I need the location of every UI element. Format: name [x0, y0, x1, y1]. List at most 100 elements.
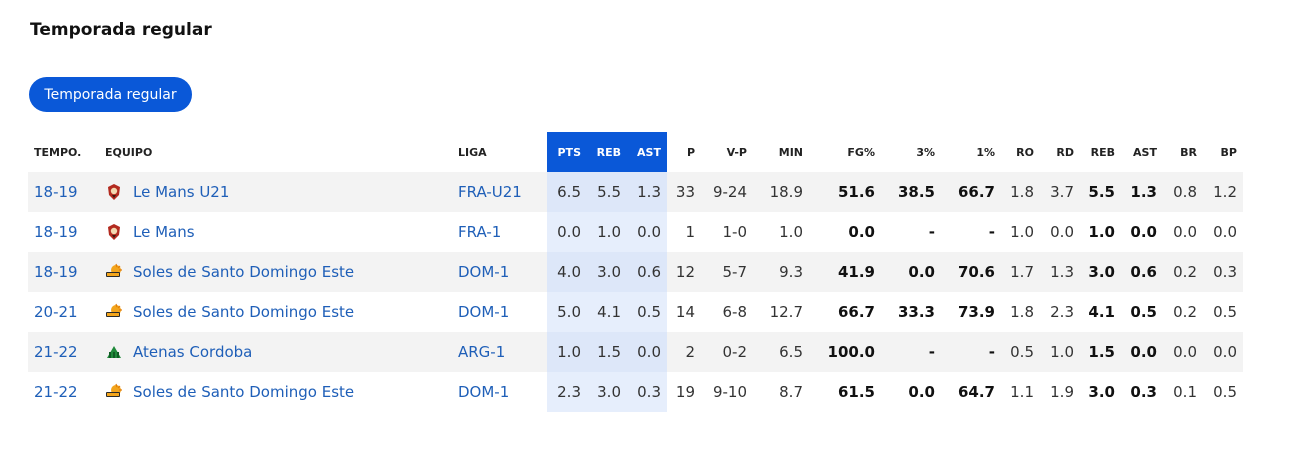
- bp-value: 0.0: [1203, 332, 1243, 372]
- team-link[interactable]: Soles de Santo Domingo Este: [133, 383, 355, 401]
- team-link[interactable]: Le Mans U21: [133, 183, 230, 201]
- league-cell[interactable]: ARG-1: [452, 332, 547, 372]
- season-link[interactable]: 21-22: [28, 332, 99, 372]
- rd-value: 3.7: [1040, 172, 1080, 212]
- league-link[interactable]: DOM-1: [458, 263, 510, 281]
- fg-value: 61.5: [837, 383, 875, 401]
- league-cell[interactable]: FRA-1: [452, 212, 547, 252]
- three-value: 33.3: [897, 303, 935, 321]
- three-value: -: [881, 332, 941, 372]
- ast-value: 0.0: [627, 212, 667, 252]
- pts-value: 6.5: [547, 172, 587, 212]
- header-season[interactable]: TEMPO.: [34, 145, 82, 159]
- three-value: -: [928, 223, 935, 241]
- header-wl[interactable]: V-P: [726, 145, 747, 159]
- reb-value: 3.0: [587, 252, 627, 292]
- header-reb[interactable]: REB: [587, 132, 627, 172]
- team-cell[interactable]: Le Mans U21: [99, 172, 452, 212]
- ro-value: 1.7: [1001, 252, 1040, 292]
- header-games[interactable]: P: [686, 145, 695, 159]
- header-ft[interactable]: 1%: [976, 145, 995, 159]
- season-link-text[interactable]: 20-21: [34, 303, 78, 321]
- ro-value: 1.8: [1010, 303, 1034, 321]
- ro-value: 1.0: [1010, 223, 1034, 241]
- season-link[interactable]: 21-22: [28, 372, 99, 412]
- br-value: 0.1: [1173, 383, 1197, 401]
- header-min[interactable]: MIN: [778, 145, 803, 159]
- ast-total-value: 0.6: [1121, 252, 1163, 292]
- league-link[interactable]: ARG-1: [458, 343, 506, 361]
- games-value: 2: [667, 332, 701, 372]
- season-link-text[interactable]: 18-19: [34, 223, 78, 241]
- header-ro[interactable]: RO: [1016, 145, 1034, 159]
- league-link[interactable]: FRA-1: [458, 223, 502, 241]
- br-value: 0.2: [1163, 252, 1203, 292]
- fg-value: 0.0: [848, 223, 875, 241]
- ast-value: 0.3: [627, 372, 667, 412]
- league-link[interactable]: DOM-1: [458, 303, 510, 321]
- header-reb-total[interactable]: REB: [1090, 145, 1115, 159]
- team-logo-icon: [105, 263, 123, 281]
- games-value: 19: [675, 383, 695, 401]
- rd-value: 1.0: [1040, 332, 1080, 372]
- league-link[interactable]: DOM-1: [458, 383, 510, 401]
- ft-value: 66.7: [941, 172, 1001, 212]
- season-link[interactable]: 18-19: [28, 172, 99, 212]
- table-header-row: TEMPO. EQUIPO LIGA PTS REB AST P V-P MIN…: [28, 132, 1243, 172]
- header-league[interactable]: LIGA: [458, 145, 487, 159]
- min-value: 9.3: [753, 252, 809, 292]
- season-link-text[interactable]: 21-22: [34, 383, 78, 401]
- stats-table: TEMPO. EQUIPO LIGA PTS REB AST P V-P MIN…: [28, 132, 1243, 412]
- league-cell[interactable]: DOM-1: [452, 292, 547, 332]
- rd-value: 1.3: [1040, 252, 1080, 292]
- bp-value: 0.0: [1213, 223, 1237, 241]
- reb-value: 1.0: [587, 212, 627, 252]
- min-value: 8.7: [779, 383, 803, 401]
- pts-value: 4.0: [547, 252, 587, 292]
- ro-value: 1.8: [1001, 172, 1040, 212]
- reb-total-value: 4.1: [1088, 303, 1115, 321]
- league-link[interactable]: FRA-U21: [458, 183, 522, 201]
- season-link[interactable]: 18-19: [28, 212, 99, 252]
- team-link[interactable]: Atenas Cordoba: [133, 343, 253, 361]
- team-cell[interactable]: Soles de Santo Domingo Este: [99, 292, 452, 332]
- reb-total-value: 5.5: [1080, 172, 1121, 212]
- header-fg[interactable]: FG%: [847, 145, 875, 159]
- header-rd[interactable]: RD: [1056, 145, 1074, 159]
- league-cell[interactable]: DOM-1: [452, 252, 547, 292]
- header-ast[interactable]: AST: [627, 132, 667, 172]
- wl-value: 1-0: [722, 223, 748, 241]
- reb-value: 5.5: [587, 172, 627, 212]
- team-logo-icon: [105, 223, 123, 241]
- season-link-text[interactable]: 18-19: [34, 263, 78, 281]
- season-link[interactable]: 20-21: [28, 292, 99, 332]
- team-link[interactable]: Le Mans: [133, 223, 195, 241]
- games-value: 14: [675, 303, 695, 321]
- league-cell[interactable]: FRA-U21: [452, 172, 547, 212]
- team-link[interactable]: Soles de Santo Domingo Este: [133, 303, 355, 321]
- header-3pt[interactable]: 3%: [916, 145, 935, 159]
- fg-value: 100.0: [809, 332, 881, 372]
- season-filter-button[interactable]: Temporada regular: [29, 77, 192, 112]
- team-link[interactable]: Soles de Santo Domingo Este: [133, 263, 355, 281]
- season-link[interactable]: 18-19: [28, 252, 99, 292]
- header-bp[interactable]: BP: [1220, 145, 1237, 159]
- table-row: 18-19 Soles de Santo Domingo Este DOM-1 4.0…: [28, 252, 1243, 292]
- reb-total-value: 3.0: [1088, 383, 1115, 401]
- reb-total-value: 1.5: [1080, 332, 1121, 372]
- table-row: 21-22 Soles de Santo Domingo Este DOM-1 2.3…: [28, 372, 1243, 412]
- br-value: 0.2: [1173, 303, 1197, 321]
- team-cell[interactable]: Soles de Santo Domingo Este: [99, 252, 452, 292]
- three-value: 0.0: [908, 383, 935, 401]
- header-pts[interactable]: PTS: [547, 132, 587, 172]
- header-team[interactable]: EQUIPO: [105, 145, 153, 159]
- team-cell[interactable]: Atenas Cordoba: [99, 332, 452, 372]
- league-cell[interactable]: DOM-1: [452, 372, 547, 412]
- team-cell[interactable]: Soles de Santo Domingo Este: [99, 372, 452, 412]
- header-br[interactable]: BR: [1180, 145, 1197, 159]
- pts-value: 5.0: [547, 292, 587, 332]
- header-ast-total[interactable]: AST: [1133, 145, 1157, 159]
- team-cell[interactable]: Le Mans: [99, 212, 452, 252]
- season-link-text[interactable]: 21-22: [34, 343, 78, 361]
- season-link-text[interactable]: 18-19: [34, 183, 78, 201]
